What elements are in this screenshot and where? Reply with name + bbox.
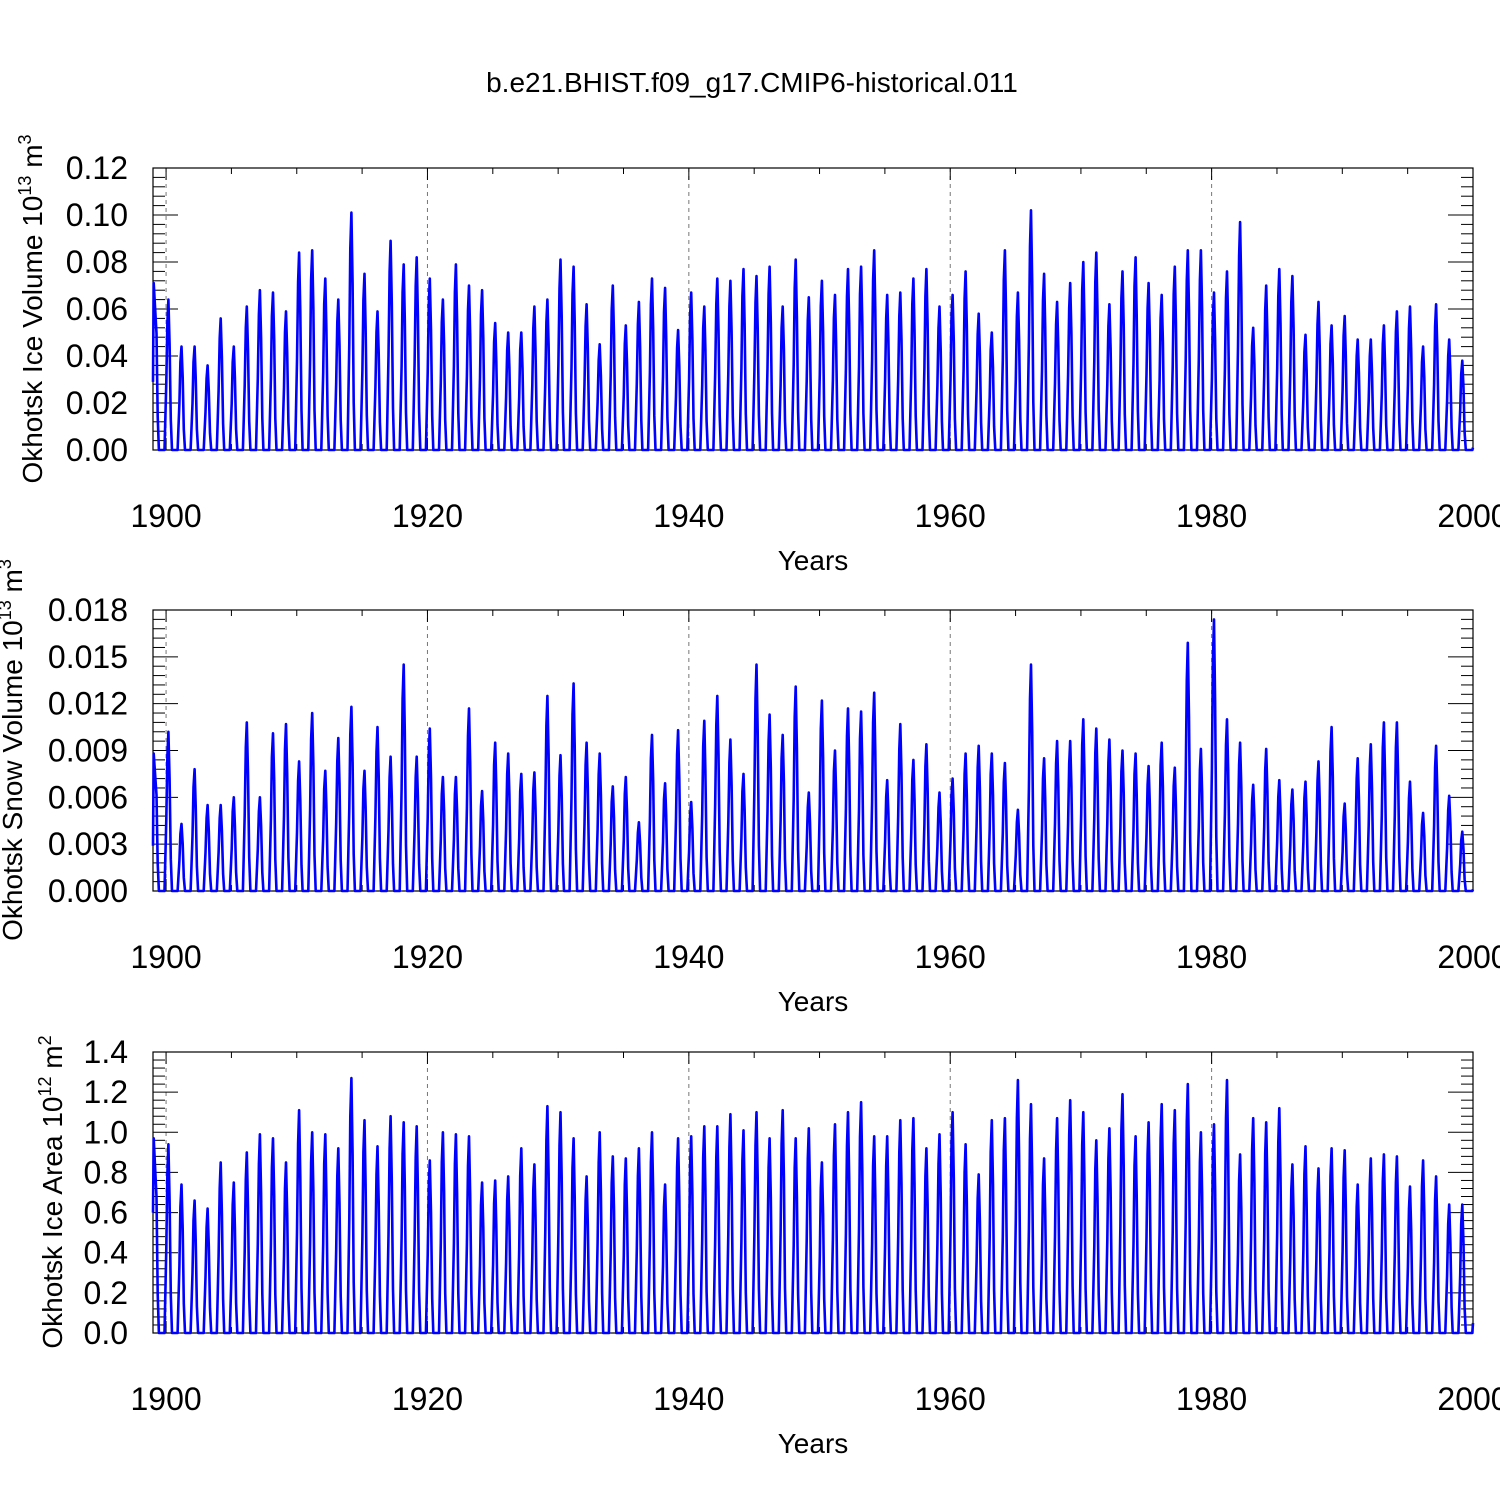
y-tick-label: 0.2 (84, 1275, 128, 1311)
x-tick-label: 2000 (1437, 1381, 1500, 1417)
y-tick-label: 1.0 (84, 1114, 128, 1150)
y-axis-label-unit-exponent: 3 (15, 134, 35, 144)
y-tick-label: 0.009 (48, 733, 128, 769)
x-tick-label: 1920 (392, 939, 463, 975)
y-tick-label: 0.4 (84, 1235, 128, 1271)
x-tick-label: 1980 (1176, 498, 1247, 534)
y-axis-label-unit: m (37, 1045, 68, 1076)
x-tick-label: 2000 (1437, 939, 1500, 975)
y-tick-label: 0.02 (66, 385, 128, 421)
y-axis-label: Okhotsk Ice Volume 1013 m3 (15, 134, 48, 483)
x-tick-label: 1920 (392, 498, 463, 534)
y-axis-label-unit: m (17, 144, 48, 175)
y-axis-label: Okhotsk Snow Volume 1013 m3 (0, 559, 28, 941)
y-tick-label: 0.10 (66, 197, 128, 233)
y-tick-label: 0.06 (66, 291, 128, 327)
y-axis-label-text: Okhotsk Snow Volume 10 (0, 620, 28, 941)
x-axis-label: Years (778, 986, 849, 1017)
x-tick-label: 1940 (653, 1381, 724, 1417)
plot-frame (152, 167, 1474, 451)
series-line (151, 209, 1475, 452)
x-tick-label: 1900 (130, 1381, 201, 1417)
y-axis-label-unit: m (0, 569, 28, 600)
y-tick-label: 1.4 (84, 1034, 128, 1070)
series-line (151, 1076, 1475, 1335)
y-tick-label: 0.003 (48, 826, 128, 862)
y-axis-label-text: Okhotsk Ice Volume 10 (17, 196, 48, 484)
y-axis-label-exponent: 12 (35, 1076, 55, 1096)
x-tick-label: 1960 (915, 939, 986, 975)
panel-3: 0.0 0.2 0.4 0.6 0.8 1.0 1.2 1.4 1900 1920 1940 1960… (35, 1034, 1500, 1459)
x-axis-label: Years (778, 545, 849, 576)
figure-title: b.e21.BHIST.f09_g17.CMIP6-historical.011 (486, 67, 1018, 98)
x-tick-label: 1980 (1176, 939, 1247, 975)
y-tick-label: 0.8 (84, 1154, 128, 1190)
y-axis-label-exponent: 13 (0, 600, 15, 620)
panel-1: 0.00 0.02 0.04 0.06 0.08 0.10 0.12 1900 1920 1940… (15, 134, 1500, 576)
panel-2: 0.000 0.003 0.006 0.009 0.012 0.015 0.018 1900 1… (0, 559, 1500, 1017)
y-axis-label-exponent: 13 (15, 176, 35, 196)
x-tick-label: 1980 (1176, 1381, 1247, 1417)
y-tick-label: 0.018 (48, 592, 128, 628)
y-tick-label: 0.12 (66, 150, 128, 186)
y-tick-label: 0.0 (84, 1315, 128, 1351)
x-tick-label: 1960 (915, 498, 986, 534)
y-axis-label-unit-exponent: 3 (0, 559, 15, 569)
x-tick-label: 2000 (1437, 498, 1500, 534)
x-tick-label: 1960 (915, 1381, 986, 1417)
y-tick-label: 0.04 (66, 338, 128, 374)
y-axis-label-unit-exponent: 2 (35, 1035, 55, 1045)
x-tick-label: 1920 (392, 1381, 463, 1417)
series-line (151, 618, 1475, 893)
y-tick-label: 0.000 (48, 873, 128, 909)
y-tick-label: 0.08 (66, 244, 128, 280)
x-tick-label: 1940 (653, 498, 724, 534)
y-tick-label: 0.00 (66, 432, 128, 468)
x-tick-label: 1900 (130, 939, 201, 975)
y-tick-label: 0.006 (48, 779, 128, 815)
y-tick-label: 0.012 (48, 686, 128, 722)
x-tick-label: 1900 (130, 498, 201, 534)
y-tick-label: 0.6 (84, 1195, 128, 1231)
x-axis-label: Years (778, 1428, 849, 1459)
y-tick-label: 0.015 (48, 639, 128, 675)
y-tick-label: 1.2 (84, 1074, 128, 1110)
y-axis-label-text: Okhotsk Ice Area 10 (37, 1097, 68, 1349)
x-tick-label: 1940 (653, 939, 724, 975)
y-axis-label: Okhotsk Ice Area 1012 m2 (35, 1035, 68, 1348)
